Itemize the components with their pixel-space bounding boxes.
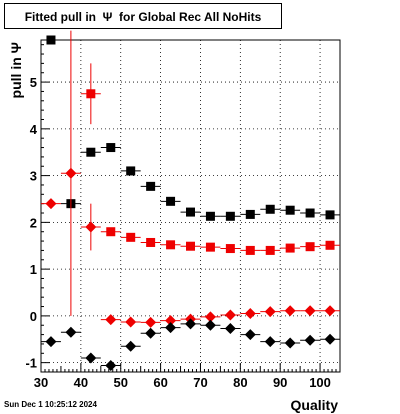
data-point-square <box>285 243 295 253</box>
data-point-square <box>225 211 235 221</box>
x-tick-label: 70 <box>193 375 207 390</box>
data-point-square <box>225 244 235 254</box>
data-point-diamond <box>165 315 177 327</box>
data-point-square <box>205 211 215 221</box>
data-point-square <box>265 245 275 255</box>
data-point-diamond <box>284 337 296 349</box>
chart-title: Fitted pull in Ψ for Global Rec All NoHi… <box>24 10 262 24</box>
data-point-diamond <box>204 319 216 331</box>
data-point-square <box>325 210 335 220</box>
data-point-square <box>186 207 195 217</box>
data-point-square <box>106 143 116 153</box>
x-tick-label: 90 <box>273 375 287 390</box>
y-tick-label: 2 <box>30 215 37 230</box>
x-tick-label: 30 <box>34 375 48 390</box>
data-point-diamond <box>85 221 97 233</box>
data-point-square <box>146 237 156 247</box>
y-tick-label: 5 <box>30 75 37 90</box>
data-point-diamond <box>125 316 137 328</box>
y-tick-label: 4 <box>30 122 38 137</box>
x-tick-label: 80 <box>233 375 247 390</box>
data-point-square <box>205 242 215 252</box>
x-tick-label: 60 <box>153 375 167 390</box>
data-point-diamond <box>185 318 196 330</box>
data-point-square <box>325 240 335 250</box>
data-point-square <box>166 240 176 250</box>
data-point-square <box>86 147 96 157</box>
x-tick-label: 50 <box>113 375 127 390</box>
timestamp: Sun Dec 1 10:25:12 2024 <box>4 400 97 409</box>
data-point-diamond <box>304 334 316 346</box>
y-tick-label: -1 <box>25 356 37 371</box>
data-point-diamond <box>264 336 276 348</box>
data-point-diamond <box>284 305 296 317</box>
data-point-diamond <box>45 198 57 210</box>
data-point-diamond <box>105 359 117 371</box>
data-point-diamond <box>85 352 97 364</box>
data-point-square <box>245 209 255 219</box>
x-axis-title: Quality <box>291 397 339 413</box>
x-tick-label: 100 <box>309 375 331 390</box>
data-point-diamond <box>324 333 336 345</box>
data-point-diamond <box>145 327 157 339</box>
y-axis-title: pull in Ψ <box>8 42 24 98</box>
data-point-diamond <box>65 167 77 179</box>
data-point-square <box>305 208 315 218</box>
data-point-square <box>106 227 116 237</box>
data-point-diamond <box>45 336 57 348</box>
data-point-square <box>166 196 176 206</box>
data-point-square <box>245 245 255 255</box>
data-point-square <box>86 89 96 99</box>
data-point-diamond <box>224 309 236 321</box>
data-point-diamond <box>125 340 137 352</box>
data-point-diamond <box>65 326 77 338</box>
data-point-diamond <box>244 308 256 320</box>
data-point-square <box>186 241 195 251</box>
y-tick-label: 0 <box>30 309 37 324</box>
data-point-square <box>126 232 136 242</box>
chart-title-box: Fitted pull in Ψ for Global Rec All NoHi… <box>4 3 282 29</box>
data-point-square <box>285 205 295 215</box>
data-point-diamond <box>145 316 157 328</box>
data-point-diamond <box>264 306 276 318</box>
data-point-diamond <box>244 329 256 341</box>
data-point-diamond <box>165 322 177 334</box>
data-point-diamond <box>105 314 117 326</box>
data-point-square <box>305 242 315 252</box>
data-point-diamond <box>224 323 236 335</box>
data-point-square <box>146 181 156 191</box>
x-tick-label: 40 <box>74 375 88 390</box>
data-point-square <box>126 166 136 176</box>
data-point-diamond <box>204 311 216 323</box>
data-point-diamond <box>324 305 336 317</box>
data-point-square <box>46 35 56 45</box>
y-tick-label: 3 <box>30 169 37 184</box>
y-tick-label: 1 <box>30 262 37 277</box>
data-point-square <box>265 204 275 214</box>
data-point-diamond <box>304 305 316 317</box>
